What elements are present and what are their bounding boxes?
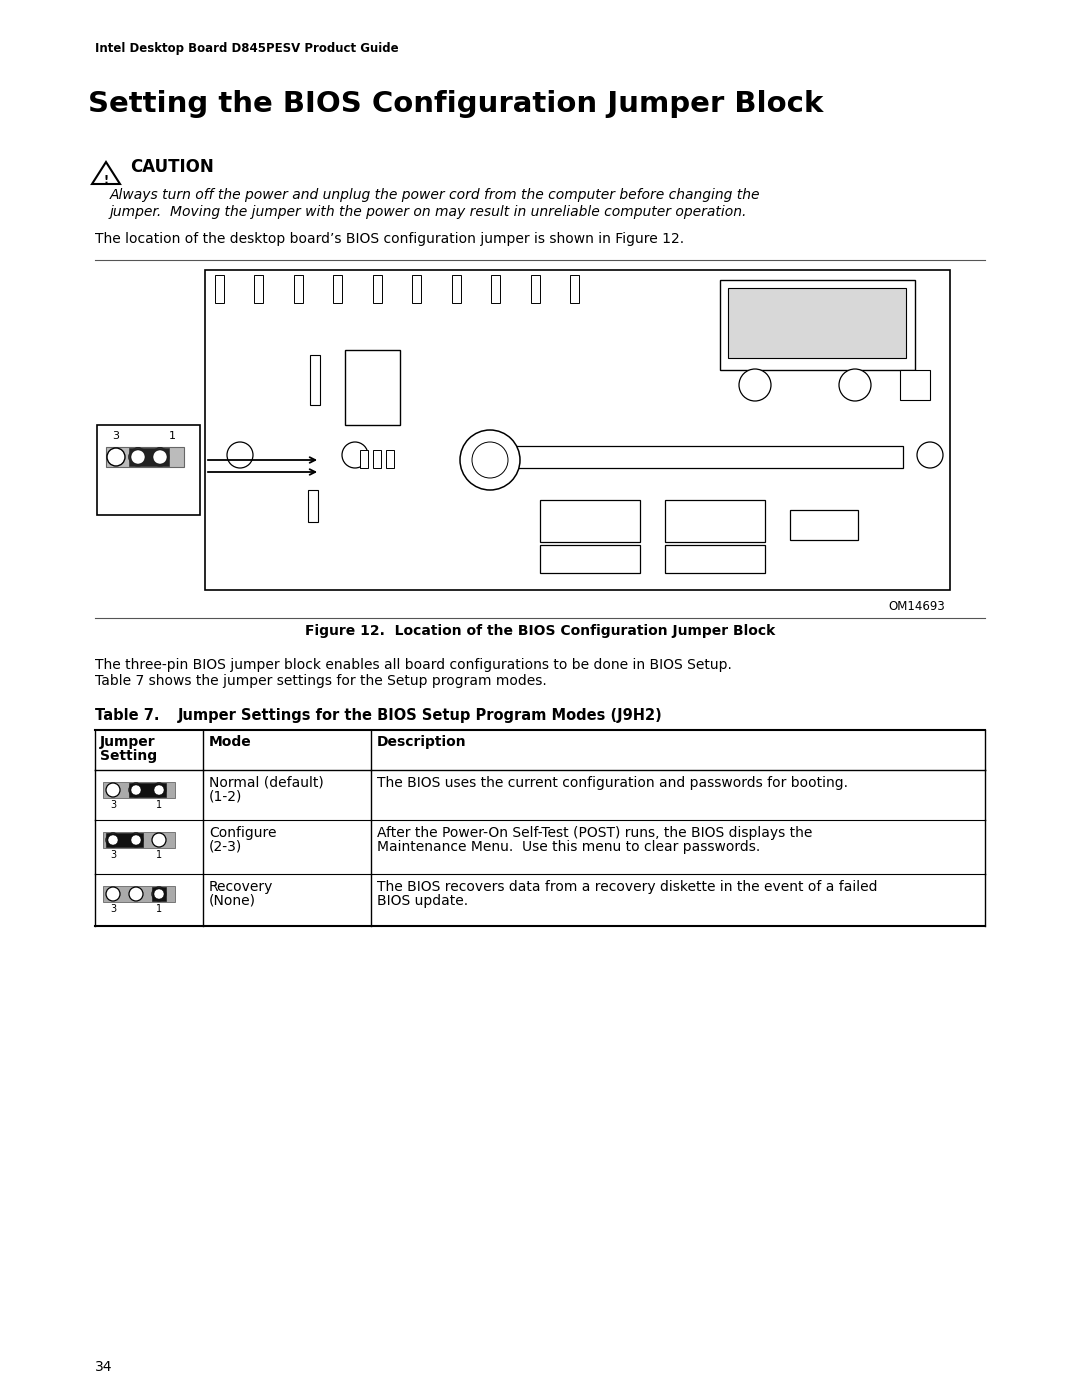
- Bar: [129, 448, 168, 467]
- Text: Normal (default): Normal (default): [210, 775, 324, 789]
- Text: Intel Desktop Board D845PESV Product Guide: Intel Desktop Board D845PESV Product Gui…: [95, 42, 399, 54]
- Bar: [530, 275, 540, 303]
- Bar: [386, 450, 394, 468]
- Bar: [360, 450, 368, 468]
- Circle shape: [477, 441, 503, 468]
- Circle shape: [151, 448, 168, 467]
- Text: Table 7 shows the jumper settings for the Setup program modes.: Table 7 shows the jumper settings for th…: [95, 673, 546, 687]
- Circle shape: [131, 785, 141, 795]
- Text: 1: 1: [168, 432, 175, 441]
- Text: 34: 34: [95, 1361, 112, 1375]
- Circle shape: [106, 833, 120, 847]
- Circle shape: [153, 450, 167, 464]
- Circle shape: [839, 369, 870, 401]
- Text: Mode: Mode: [210, 735, 252, 749]
- Bar: [334, 275, 342, 303]
- Text: Recovery: Recovery: [210, 880, 273, 894]
- Text: CAUTION: CAUTION: [130, 158, 214, 176]
- Bar: [152, 887, 166, 901]
- Text: (None): (None): [210, 894, 256, 908]
- Circle shape: [129, 833, 143, 847]
- Bar: [106, 447, 184, 467]
- Bar: [373, 275, 381, 303]
- Text: The three-pin BIOS jumper block enables all board configurations to be done in B: The three-pin BIOS jumper block enables …: [95, 658, 732, 672]
- Bar: [373, 450, 381, 468]
- Circle shape: [108, 835, 118, 845]
- Circle shape: [129, 887, 143, 901]
- Text: Always turn off the power and unplug the power cord from the computer before cha: Always turn off the power and unplug the…: [110, 189, 760, 203]
- Text: 1: 1: [156, 904, 162, 914]
- Bar: [720, 279, 915, 370]
- Bar: [215, 275, 224, 303]
- Bar: [900, 370, 930, 400]
- Text: 1: 1: [156, 800, 162, 810]
- Circle shape: [917, 441, 943, 468]
- Text: Jumper Settings for the BIOS Setup Program Modes (J9H2): Jumper Settings for the BIOS Setup Progr…: [178, 708, 663, 724]
- Bar: [451, 275, 461, 303]
- Bar: [106, 833, 143, 847]
- Bar: [294, 275, 302, 303]
- Circle shape: [227, 441, 253, 468]
- Text: Setting: Setting: [100, 749, 157, 763]
- Bar: [540, 545, 640, 573]
- Circle shape: [131, 835, 141, 845]
- Circle shape: [152, 833, 166, 847]
- Text: Description: Description: [377, 735, 467, 749]
- Bar: [103, 782, 175, 798]
- Circle shape: [739, 369, 771, 401]
- Text: 3: 3: [110, 800, 116, 810]
- Text: Jumper: Jumper: [100, 735, 156, 749]
- Circle shape: [472, 441, 508, 478]
- Bar: [129, 782, 166, 798]
- Circle shape: [154, 785, 164, 795]
- Text: jumper.  Moving the jumper with the power on may result in unreliable computer o: jumper. Moving the jumper with the power…: [110, 205, 747, 219]
- Bar: [310, 355, 320, 405]
- Text: After the Power-On Self-Test (POST) runs, the BIOS displays the: After the Power-On Self-Test (POST) runs…: [377, 826, 812, 840]
- Bar: [103, 833, 175, 848]
- Circle shape: [154, 888, 164, 900]
- Circle shape: [106, 782, 120, 798]
- Bar: [205, 270, 950, 590]
- Bar: [508, 446, 903, 468]
- Circle shape: [107, 448, 125, 467]
- Text: (1-2): (1-2): [210, 789, 242, 805]
- Text: (2-3): (2-3): [210, 840, 242, 854]
- Text: The BIOS recovers data from a recovery diskette in the event of a failed: The BIOS recovers data from a recovery d…: [377, 880, 877, 894]
- Text: 1: 1: [156, 849, 162, 861]
- Circle shape: [152, 782, 166, 798]
- Text: OM14693: OM14693: [888, 599, 945, 613]
- Bar: [345, 351, 400, 425]
- Bar: [570, 275, 579, 303]
- Circle shape: [460, 430, 519, 490]
- Bar: [413, 275, 421, 303]
- Bar: [728, 288, 906, 358]
- Bar: [665, 500, 765, 542]
- Bar: [97, 425, 200, 515]
- Text: The location of the desktop board’s BIOS configuration jumper is shown in Figure: The location of the desktop board’s BIOS…: [95, 232, 684, 246]
- Bar: [308, 490, 318, 522]
- Text: The BIOS uses the current configuration and passwords for booting.: The BIOS uses the current configuration …: [377, 775, 848, 789]
- Circle shape: [152, 887, 166, 901]
- Text: 3: 3: [110, 849, 116, 861]
- Circle shape: [342, 441, 368, 468]
- Circle shape: [106, 887, 120, 901]
- Text: Configure: Configure: [210, 826, 276, 840]
- Bar: [540, 500, 640, 542]
- Text: 3: 3: [110, 904, 116, 914]
- Text: !: !: [104, 175, 109, 184]
- Bar: [103, 886, 175, 902]
- Text: Setting the BIOS Configuration Jumper Block: Setting the BIOS Configuration Jumper Bl…: [87, 89, 823, 117]
- Text: Table 7.: Table 7.: [95, 708, 160, 724]
- Circle shape: [129, 448, 147, 467]
- Bar: [255, 275, 264, 303]
- Text: Maintenance Menu.  Use this menu to clear passwords.: Maintenance Menu. Use this menu to clear…: [377, 840, 760, 854]
- Bar: [665, 545, 765, 573]
- Text: Figure 12.  Location of the BIOS Configuration Jumper Block: Figure 12. Location of the BIOS Configur…: [305, 624, 775, 638]
- Text: BIOS update.: BIOS update.: [377, 894, 468, 908]
- Circle shape: [131, 450, 145, 464]
- Text: 3: 3: [112, 432, 120, 441]
- Bar: [491, 275, 500, 303]
- Bar: [789, 510, 858, 541]
- Circle shape: [129, 782, 143, 798]
